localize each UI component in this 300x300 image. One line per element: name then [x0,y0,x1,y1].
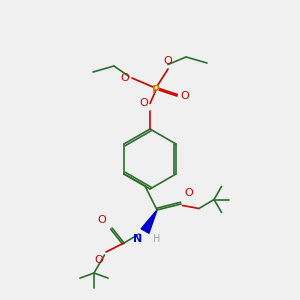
Text: O: O [164,56,172,66]
Text: N: N [133,234,142,244]
Text: O: O [120,73,129,83]
Text: P: P [152,85,160,95]
Text: H: H [152,234,160,244]
Polygon shape [141,210,157,233]
Text: O: O [140,98,148,108]
Text: O: O [94,255,103,265]
Text: O: O [97,215,106,225]
Text: O: O [184,188,193,198]
Text: O: O [180,91,189,101]
